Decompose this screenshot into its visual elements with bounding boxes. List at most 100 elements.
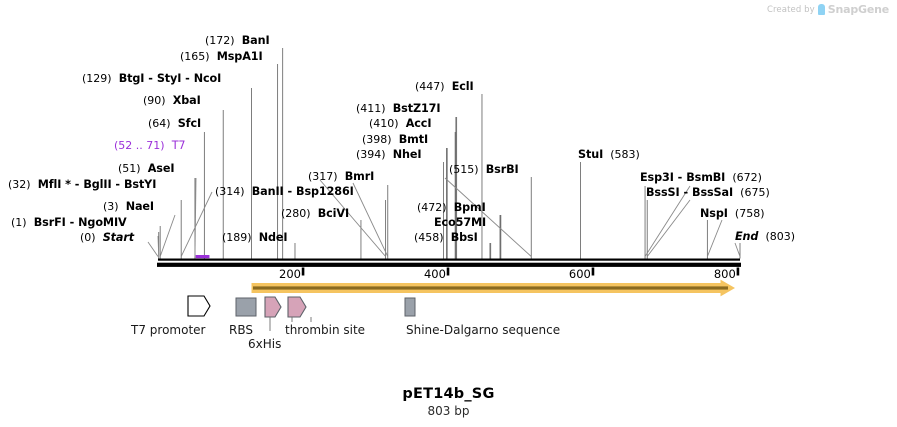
- enzyme-name: MspA1I: [216, 50, 263, 63]
- enzyme-name-separator: -: [144, 72, 157, 85]
- label-leader-line: [157, 235, 160, 257]
- enzyme-label-banII[interactable]: (314) BanII - Bsp1286I: [215, 186, 354, 198]
- enzyme-label-start[interactable]: (0) Start: [80, 232, 134, 244]
- enzyme-position: (672): [732, 171, 762, 184]
- enzyme-position: (411): [356, 102, 386, 115]
- enzyme-label-bmtI[interactable]: (398) BmtI: [362, 134, 428, 146]
- page-title: pET14b_SG: [402, 386, 495, 402]
- enzyme-label-bsrBI[interactable]: (515) BsrBI: [449, 164, 519, 176]
- enzyme-position: (129): [82, 72, 112, 85]
- label-leader-line: [706, 219, 723, 257]
- watermark-created-by-text: Created by: [766, 4, 815, 15]
- enzyme-label-end[interactable]: End (803): [735, 231, 795, 243]
- enzyme-label-ndeI[interactable]: (189) NdeI: [222, 231, 288, 244]
- enzyme-name-separator: -: [65, 216, 79, 229]
- cds-arrow-core: [253, 286, 728, 290]
- enzyme-label-eclI[interactable]: (447) EclI: [415, 81, 474, 93]
- sequence-line-top: [158, 258, 740, 261]
- enzyme-name-separator: -: [70, 178, 84, 191]
- enzyme-name: End: [735, 230, 759, 243]
- enzyme-name-separator: -: [673, 171, 687, 184]
- enzyme-label-esp3I[interactable]: Esp3I - BsmBI (672): [640, 172, 762, 184]
- enzyme-name: NdeI: [258, 231, 288, 244]
- enzyme-label-accI[interactable]: (410) AccI: [369, 117, 432, 130]
- enzyme-position: (1): [11, 216, 27, 229]
- feature-glyph-t7-promoter[interactable]: [187, 295, 211, 317]
- enzyme-position: (317): [308, 170, 338, 183]
- enzyme-name: StuI: [578, 148, 604, 161]
- enzyme-name: BstZ17I: [392, 102, 441, 115]
- enzyme-label-t7[interactable]: (52 .. 71) T7: [114, 139, 186, 152]
- enzyme-name: BsrBI: [485, 163, 519, 176]
- enzyme-position: (280): [281, 207, 311, 220]
- enzyme-position: (394): [356, 148, 386, 161]
- enzyme-name: Esp3I: [640, 171, 674, 184]
- enzyme-name: BsrFI: [33, 216, 66, 229]
- enzyme-label-eco57MI[interactable]: Eco57MI: [434, 217, 486, 229]
- label-leader-line: [147, 241, 159, 257]
- enzyme-label-btgI[interactable]: (129) BtgI - StyI - NcoI: [82, 73, 221, 85]
- ruler-tick: [591, 267, 595, 276]
- feature-label-thrombin-site: thrombin site: [285, 323, 366, 337]
- enzyme-label-nheI[interactable]: (394) NheI: [356, 148, 422, 161]
- enzyme-label-stuI[interactable]: StuI (583): [578, 149, 640, 161]
- enzyme-name: NaeI: [125, 200, 154, 213]
- enzyme-label-bbsI[interactable]: (458) BbsI: [414, 232, 478, 244]
- enzyme-position: (52 .. 71): [114, 139, 165, 152]
- enzyme-label-bssSI[interactable]: BssSI - BssSaI (675): [646, 187, 770, 199]
- enzyme-label-bmrI[interactable]: (317) BmrI: [308, 171, 374, 183]
- enzyme-name: SfcI: [177, 117, 202, 130]
- enzyme-name-separator: -: [283, 185, 297, 198]
- watermark-brand-text: SnapGene: [827, 3, 889, 16]
- plasmid-length: 803 bp: [427, 404, 470, 418]
- enzyme-label-mflI[interactable]: (32) MflI * - BglII - BstYI: [8, 179, 156, 191]
- enzyme-name: MflI *: [37, 178, 71, 191]
- enzyme-position: (0): [80, 231, 96, 244]
- enzyme-name-separator: -: [181, 72, 194, 85]
- enzyme-name: NheI: [392, 148, 422, 161]
- enzyme-label-xbaI[interactable]: (90) XbaI: [143, 95, 201, 107]
- enzyme-label-bciVI[interactable]: (280) BciVI: [281, 208, 349, 220]
- enzyme-name: BciVI: [317, 207, 350, 220]
- enzyme-label-mspA1I[interactable]: (165) MspA1I: [180, 51, 263, 63]
- enzyme-position: (51): [118, 162, 141, 175]
- feature-glyph-rbs[interactable]: [235, 297, 257, 317]
- enzyme-label-bstZ17I[interactable]: (411) BstZ17I: [356, 102, 441, 115]
- enzyme-name: EclI: [451, 80, 474, 93]
- enzyme-position: (472): [417, 201, 447, 214]
- enzyme-label-nspI[interactable]: NspI (758): [700, 208, 765, 220]
- enzyme-position: (32): [8, 178, 31, 191]
- feature-label-shine-dalgarno: Shine-Dalgarno sequence: [406, 323, 561, 337]
- enzyme-label-bsrFI[interactable]: (1) BsrFI - NgoMIV: [11, 217, 127, 229]
- enzyme-label-bpmI[interactable]: (472) BpmI: [417, 202, 486, 214]
- enzyme-name: NcoI: [193, 72, 222, 85]
- enzyme-position: (803): [765, 230, 796, 243]
- enzyme-label-naeI[interactable]: (3) NaeI: [103, 201, 154, 213]
- enzyme-name: AccI: [405, 117, 432, 130]
- label-leader-line: [646, 199, 691, 257]
- label-leader-line: [352, 182, 389, 257]
- enzyme-name-separator: -: [679, 186, 693, 199]
- enzyme-name: T7: [171, 139, 186, 152]
- cds-arrow-outline: [251, 279, 736, 297]
- enzyme-label-banI[interactable]: (172) BanI: [205, 35, 270, 47]
- label-leader-line: [194, 177, 197, 257]
- enzyme-name-separator: -: [111, 178, 124, 191]
- label-leader-line: [159, 214, 176, 257]
- enzyme-name: StyI: [156, 72, 182, 85]
- enzyme-name: Bsp1286I: [296, 185, 354, 198]
- enzyme-name: BssSaI: [692, 186, 734, 199]
- enzyme-label-sfcI[interactable]: (64) SfcI: [148, 118, 201, 130]
- enzyme-label-aseI[interactable]: (51) AseI: [118, 163, 174, 175]
- feature-glyph-thrombin-site[interactable]: [287, 296, 307, 318]
- enzyme-name: BmrI: [344, 170, 375, 183]
- ruler-tick: [736, 267, 740, 276]
- enzyme-name: BtgI: [118, 72, 145, 85]
- feature-label-6xhis: 6xHis: [248, 337, 282, 351]
- label-leader-line: [734, 242, 741, 257]
- feature-glyph-shine-dalgarno[interactable]: [404, 297, 416, 317]
- feature-glyph-6xhis[interactable]: [264, 296, 282, 318]
- enzyme-position: (410): [369, 117, 399, 130]
- sequence-bar-group: [157, 255, 741, 276]
- feature-label-rbs: RBS: [229, 323, 253, 337]
